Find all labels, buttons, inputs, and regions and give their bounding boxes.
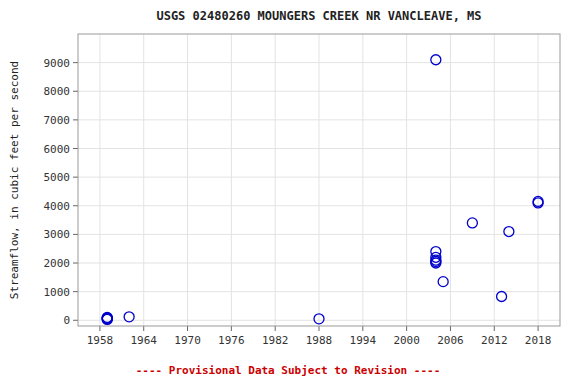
- x-tick-label: 2000: [393, 334, 420, 347]
- y-tick-label: 9000: [44, 57, 71, 70]
- x-tick-label: 1964: [130, 334, 157, 347]
- y-grid-line: [78, 148, 560, 149]
- x-tick: [319, 326, 320, 331]
- x-grid-line: [362, 34, 363, 326]
- y-grid-line: [78, 62, 560, 63]
- y-tick-label: 0: [63, 314, 70, 327]
- y-tick-label: 1000: [44, 286, 71, 299]
- point: [124, 312, 134, 322]
- x-tick-label: 2018: [525, 334, 552, 347]
- y-tick: [73, 148, 78, 149]
- x-tick: [231, 326, 232, 331]
- y-tick-label: 5000: [44, 171, 71, 184]
- footnote: ---- Provisional Data Subject to Revisio…: [136, 364, 441, 377]
- point: [431, 55, 441, 65]
- point: [102, 313, 112, 323]
- plot-frame: [78, 34, 560, 326]
- chart: 1958 1964 1970 1976 1982 1988 1994 2000 2006 2012…: [0, 0, 576, 384]
- x-grid-line: [231, 34, 232, 326]
- x-grid-line: [450, 34, 451, 326]
- x-tick: [538, 326, 539, 331]
- y-grid-line: [78, 320, 560, 321]
- x-tick-label: 1958: [87, 334, 114, 347]
- x-tick-label: 1988: [306, 334, 333, 347]
- grid: [78, 34, 560, 326]
- point: [102, 312, 112, 322]
- point: [314, 314, 324, 324]
- x-tick: [450, 326, 451, 331]
- point: [438, 277, 448, 287]
- x-tick: [494, 326, 495, 331]
- x-tick-label: 2006: [437, 334, 464, 347]
- y-tick: [73, 234, 78, 235]
- y-tick-label: 3000: [44, 228, 71, 241]
- y-tick: [73, 291, 78, 292]
- x-grid-line: [319, 34, 320, 326]
- y-grid-line: [78, 205, 560, 206]
- y-grid-line: [78, 263, 560, 264]
- y-tick: [73, 320, 78, 321]
- x-tick-label: 1994: [350, 334, 377, 347]
- y-tick-label: 6000: [44, 143, 71, 156]
- y-tick: [73, 62, 78, 63]
- y-tick: [73, 119, 78, 120]
- x-grid-line: [143, 34, 144, 326]
- x-grid-line: [187, 34, 188, 326]
- x-grid-line: [494, 34, 495, 326]
- axes: 1958 1964 1970 1976 1982 1988 1994 2000 2006 2012…: [44, 34, 561, 347]
- x-tick: [275, 326, 276, 331]
- x-grid-line: [99, 34, 100, 326]
- y-tick: [73, 177, 78, 178]
- y-tick: [73, 91, 78, 92]
- y-grid-line: [78, 291, 560, 292]
- y-grid-line: [78, 91, 560, 92]
- y-tick: [73, 205, 78, 206]
- y-tick: [73, 263, 78, 264]
- point: [431, 258, 441, 268]
- y-tick-label: 8000: [44, 85, 71, 98]
- y-tick-label: 2000: [44, 257, 71, 270]
- x-tick: [406, 326, 407, 331]
- point: [504, 227, 514, 237]
- x-tick-label: 1970: [174, 334, 201, 347]
- x-tick: [187, 326, 188, 331]
- x-tick-label: 2012: [481, 334, 508, 347]
- points: [102, 55, 543, 325]
- point: [497, 292, 507, 302]
- x-grid-line: [538, 34, 539, 326]
- x-grid-line: [275, 34, 276, 326]
- x-tick: [362, 326, 363, 331]
- point: [533, 196, 543, 206]
- point: [467, 218, 477, 228]
- x-tick: [99, 326, 100, 331]
- y-grid-line: [78, 177, 560, 178]
- y-grid-line: [78, 234, 560, 235]
- y-tick-label: 4000: [44, 200, 71, 213]
- x-grid-line: [406, 34, 407, 326]
- x-tick-label: 1976: [218, 334, 245, 347]
- y-grid-line: [78, 119, 560, 120]
- title: USGS 02480260 MOUNGERS CREEK NR VANCLEAV…: [156, 9, 481, 23]
- y-axis-label: Streamflow, in cubic feet per second: [8, 61, 21, 299]
- y-tick-label: 7000: [44, 114, 71, 127]
- x-tick: [143, 326, 144, 331]
- x-tick-label: 1982: [262, 334, 289, 347]
